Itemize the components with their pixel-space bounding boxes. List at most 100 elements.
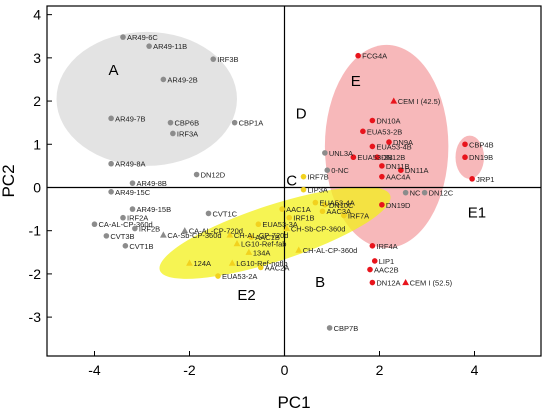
point-0-14 (132, 225, 138, 232)
point-label-2-5: DN12B (381, 153, 405, 162)
point-label-0-8: DN12D (201, 171, 226, 180)
point-2-5 (374, 154, 380, 161)
point-label-2-12: DN19B (469, 153, 493, 162)
point-4-6 (319, 208, 326, 215)
point-4-0 (300, 186, 307, 193)
point-0-0 (120, 34, 126, 40)
region-e1 (455, 135, 484, 179)
point-label-5-4: 134A (253, 248, 271, 257)
point-0-9 (108, 160, 114, 167)
x-axis-title: PC1 (277, 393, 310, 412)
point-0-12 (129, 206, 136, 212)
point-2-7 (379, 163, 385, 169)
point-0-20 (324, 167, 331, 173)
point-2-0 (355, 52, 361, 59)
point-label-2-13: JRP1 (476, 175, 494, 184)
point-label-2-2: EUA53-2B (367, 127, 402, 136)
y-tick-label-4: 1 (33, 136, 41, 152)
point-label-0-16: CVT3B (110, 232, 134, 241)
point-1-0 (181, 227, 189, 234)
region-label-a: A (108, 62, 118, 79)
y-tick-label-6: 3 (33, 50, 41, 66)
point-0-1 (146, 43, 152, 49)
point-5-3 (233, 240, 241, 247)
point-label-0-12: AR49-15B (137, 205, 172, 214)
point-label-2-16: AAC2B (374, 266, 399, 275)
point-label-4-6: AAC3A (327, 207, 352, 216)
y-tick-label-0: -3 (29, 309, 42, 325)
point-label-2-9: AAC4A (386, 173, 411, 182)
point-2-16 (367, 266, 373, 273)
point-label-2-14: IRF4A (376, 242, 397, 251)
point-1-1 (159, 231, 167, 238)
point-label-4-5: IRF7A (348, 212, 369, 221)
point-0-11 (108, 189, 114, 195)
point-label-2-15: LIP1 (379, 257, 394, 266)
point-label-0-20: 0-NC (331, 166, 349, 175)
point-label-0-1: AR49-11B (153, 42, 187, 51)
point-label-5-2: CH-AL-CP-720d (234, 231, 289, 240)
point-label-0-11: AR49-15C (115, 188, 151, 197)
point-label-0-13: IRF2A (127, 214, 148, 223)
point-label-4-8: EUA53-3A (262, 220, 297, 229)
point-label-5-1: CH-AL-CP-360d (303, 246, 358, 255)
region-b (159, 186, 391, 279)
point-label-2-17: DN12A (376, 279, 400, 288)
point-0-15 (91, 221, 98, 228)
point-2-15 (371, 258, 378, 264)
point-label-0-7: IRF3A (177, 129, 198, 138)
x-tick-label-3: 2 (376, 362, 384, 378)
point-4-10 (257, 264, 264, 271)
point-0-7 (170, 130, 176, 137)
point-2-4 (369, 143, 376, 150)
point-0-8 (193, 171, 200, 178)
cluster-regions (56, 31, 484, 279)
point-3-0 (390, 97, 398, 104)
point-label-4-4: IRF7B (308, 173, 329, 182)
point-2-1 (369, 117, 376, 124)
region-label-e1: E1 (468, 205, 486, 222)
point-label-0-6: CBP1A (239, 119, 264, 128)
point-label-4-1: EUA53-4A (319, 199, 354, 208)
point-0-18 (205, 210, 212, 217)
point-label-3-0: CEM I (42.5) (398, 97, 441, 106)
point-0-17 (122, 243, 129, 249)
point-4-5 (341, 212, 347, 219)
point-label-4-0: LIP3A (308, 186, 328, 195)
point-5-6 (186, 259, 193, 266)
point-label-0-15: CA-AL-CP-360d (99, 220, 153, 229)
point-label-5-3: LG10-Ref-fab (241, 240, 286, 249)
point-2-2 (360, 128, 366, 135)
point-4-2 (322, 201, 328, 208)
point-label-0-10: AR49-8B (137, 179, 167, 188)
point-2-8 (398, 167, 404, 173)
point-label-0-4: AR49-7B (115, 114, 145, 123)
point-0-10 (129, 180, 136, 186)
point-label-0-17: CVT1B (129, 242, 153, 251)
point-label-4-2: DN10C (329, 201, 354, 210)
data-points (91, 34, 475, 331)
y-tick-label-5: 2 (33, 93, 41, 109)
point-5-1 (295, 246, 303, 253)
point-label-4-3: IRF1B (293, 214, 314, 223)
point-2-3 (386, 139, 392, 145)
point-label-0-0: AR49-6C (127, 33, 158, 42)
point-label-4-9: AAC1B (255, 233, 280, 242)
zero-lines (47, 6, 541, 356)
point-5-4 (245, 248, 253, 255)
point-0-23 (326, 325, 333, 331)
point-label-1-1: CA-Sb-CP-360d (167, 231, 221, 240)
y-tick-label-7: 4 (33, 7, 41, 23)
y-tick-label-1: -2 (29, 266, 42, 282)
point-2-14 (369, 243, 376, 249)
point-label-0-19: UNL3A (329, 149, 353, 158)
point-4-7 (279, 206, 285, 212)
point-label-0-2: IRF3B (217, 55, 238, 64)
point-5-5 (228, 259, 236, 266)
x-tick-label-1: -2 (183, 362, 196, 378)
region-a (56, 31, 237, 166)
point-label-0-21: NC (410, 189, 421, 198)
point-label-5-5: LG10-Ref-noflb (236, 259, 287, 268)
region-label-b: B (315, 274, 325, 291)
